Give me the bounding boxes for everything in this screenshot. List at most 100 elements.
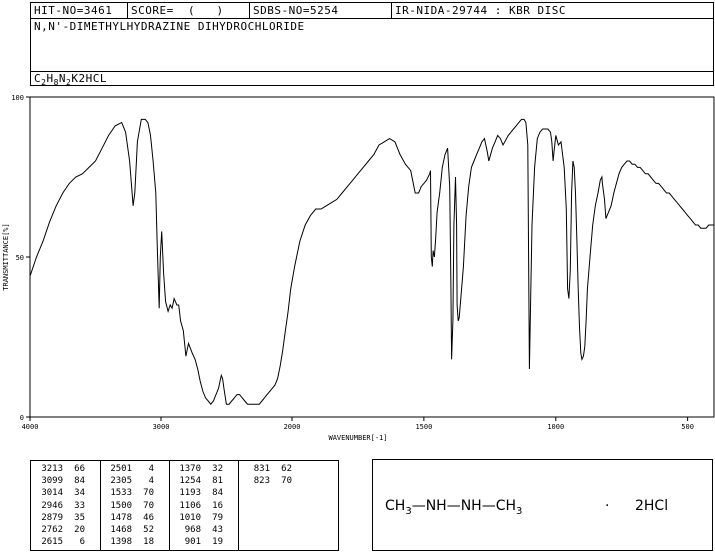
peak-wavenumber: 2305	[110, 476, 132, 487]
peak-column: 831 62 823 70	[240, 463, 292, 487]
hit-number: HIT-NO=3461	[31, 3, 128, 18]
peak-row: 2879 35	[33, 512, 85, 524]
y-tick-label: 100	[11, 94, 24, 102]
peak-wavenumber: 823	[253, 476, 270, 487]
peak-transmittance: 33	[74, 500, 85, 511]
peak-wavenumber: 2946	[41, 500, 63, 511]
peak-wavenumber: 1478	[110, 512, 132, 523]
peak-row: 2762 20	[33, 524, 85, 536]
peak-wavenumber: 1193	[179, 488, 201, 499]
peak-column-divider	[100, 461, 101, 550]
peak-transmittance: 66	[74, 464, 85, 474]
peak-row: 831 62	[240, 463, 292, 475]
peak-wavenumber: 1370	[179, 464, 201, 474]
peak-wavenumber: 2762	[41, 525, 63, 536]
spectrum-line	[29, 118, 714, 405]
peak-wavenumber: 901	[184, 537, 201, 548]
peak-column: 3213 66 3099 84 3014 34 2946 33 2879 35 2762 20 2615…	[33, 463, 85, 548]
peak-column: 2501 4 2305 4 1533 70 1500 70 1478 46 1468 52 1398 18	[102, 463, 154, 548]
peak-table: 3213 66 3099 84 3014 34 2946 33 2879 35 2762 20 2615…	[30, 460, 339, 551]
peak-transmittance: 70	[281, 476, 292, 487]
peak-wavenumber: 2879	[41, 512, 63, 523]
peak-column: 1370 32 1254 81 1193 84 1106 16 1010 79 968 43 901 19	[171, 463, 223, 548]
peak-transmittance: 43	[212, 525, 223, 536]
peak-transmittance: 62	[281, 464, 292, 474]
peak-wavenumber: 2615	[41, 537, 63, 548]
molecular-formula: C2H8N2K2HCL	[34, 72, 107, 88]
peak-transmittance: 84	[212, 488, 223, 499]
ir-method: IR-NIDA-29744 : KBR DISC	[395, 4, 566, 17]
x-tick-label: 2000	[284, 423, 301, 431]
peak-transmittance: 52	[143, 525, 154, 536]
peak-wavenumber: 968	[184, 525, 201, 536]
peak-transmittance: 16	[212, 500, 223, 511]
peak-transmittance: 81	[212, 476, 223, 487]
peak-row: 1500 70	[102, 500, 154, 512]
peak-row: 1010 79	[171, 512, 223, 524]
peak-row: 2615 6	[33, 536, 85, 548]
header-divider	[31, 71, 713, 72]
peak-wavenumber: 1106	[179, 500, 201, 511]
structure-formula: CH3—NH—NH—CH3	[385, 498, 523, 517]
plot-frame	[29, 96, 715, 418]
y-tick-label: 50	[16, 254, 24, 262]
peak-transmittance: 18	[143, 537, 154, 548]
peak-row: 1398 18	[102, 536, 154, 548]
peak-wavenumber: 3099	[41, 476, 63, 487]
peak-transmittance: 6	[79, 537, 85, 548]
x-tick-label: 1000	[547, 423, 564, 431]
x-tick-label: 1500	[415, 423, 432, 431]
peak-wavenumber: 831	[253, 464, 270, 474]
sdbs-number: SDBS-NO=5254	[250, 3, 392, 18]
compound-name: N,N'-DIMETHYLHYDRAZINE DIHYDROCHLORIDE	[34, 20, 305, 33]
peak-transmittance: 32	[212, 464, 223, 474]
peak-transmittance: 79	[212, 512, 223, 523]
spectrum-header: HIT-NO=3461 SCORE= ( ) SDBS-NO=5254 IR-N…	[30, 2, 714, 87]
peak-row: 3099 84	[33, 475, 85, 487]
peak-row: 2946 33	[33, 500, 85, 512]
peak-row: 2305 4	[102, 475, 154, 487]
peak-column-divider	[238, 461, 239, 550]
peak-transmittance: 70	[143, 500, 154, 511]
peak-wavenumber: 1468	[110, 525, 132, 536]
header-top-row: HIT-NO=3461 SCORE= ( ) SDBS-NO=5254 IR-N…	[31, 3, 713, 19]
peak-row: 901 19	[171, 536, 223, 548]
y-tick-label: 0	[20, 414, 24, 422]
peak-row: 2501 4	[102, 463, 154, 475]
peak-wavenumber: 1398	[110, 537, 132, 548]
peak-transmittance: 46	[143, 512, 154, 523]
x-tick-label: 500	[681, 423, 694, 431]
peak-row: 968 43	[171, 524, 223, 536]
peak-wavenumber: 3213	[41, 464, 63, 474]
peak-row: 3213 66	[33, 463, 85, 475]
peak-row: 3014 34	[33, 487, 85, 499]
peak-wavenumber: 1254	[179, 476, 201, 487]
peak-row: 823 70	[240, 475, 292, 487]
x-tick-label: 4000	[22, 423, 39, 431]
peak-row: 1468 52	[102, 524, 154, 536]
x-tick-label: 3000	[153, 423, 170, 431]
peak-wavenumber: 1533	[110, 488, 132, 499]
peak-row: 1254 81	[171, 475, 223, 487]
peak-row: 1193 84	[171, 487, 223, 499]
peak-row: 1106 16	[171, 500, 223, 512]
score: SCORE= ( )	[128, 3, 250, 18]
peak-transmittance: 20	[74, 525, 85, 536]
peak-transmittance: 4	[148, 464, 154, 474]
structure-dot: ·	[605, 498, 610, 514]
peak-wavenumber: 1010	[179, 512, 201, 523]
peak-column-divider	[169, 461, 170, 550]
peak-row: 1370 32	[171, 463, 223, 475]
peak-wavenumber: 3014	[41, 488, 63, 499]
peak-row: 1533 70	[102, 487, 154, 499]
peak-row: 1478 46	[102, 512, 154, 524]
peak-transmittance: 4	[148, 476, 154, 487]
peak-transmittance: 35	[74, 512, 85, 523]
peak-transmittance: 34	[74, 488, 85, 499]
peak-transmittance: 19	[212, 537, 223, 548]
structure-salt: 2HCl	[635, 498, 669, 514]
peak-transmittance: 84	[74, 476, 85, 487]
structure-box: CH3—NH—NH—CH3 · 2HCl	[372, 459, 713, 551]
